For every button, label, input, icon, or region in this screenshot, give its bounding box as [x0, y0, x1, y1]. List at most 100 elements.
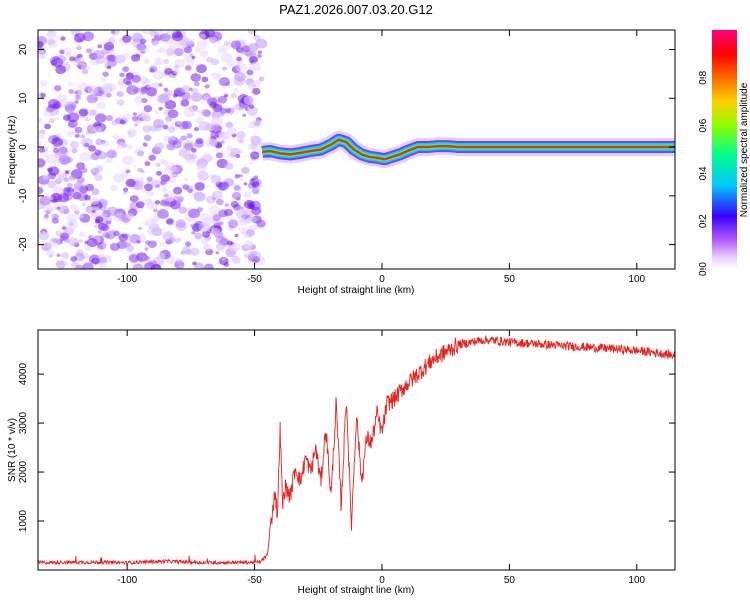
- noise-blob: [81, 202, 86, 206]
- snr-panel: -100 -50 0 50 100 1000 2000 3000 4000 Height of…: [7, 329, 676, 596]
- noise-blob: [48, 98, 60, 109]
- noise-blob: [72, 191, 82, 200]
- noise-blob: [63, 208, 70, 215]
- noise-blob: [79, 151, 91, 162]
- noise-blob: [88, 145, 96, 152]
- noise-blob: [226, 240, 233, 246]
- noise-blob: [67, 237, 79, 247]
- noise-blob: [80, 134, 86, 139]
- noise-blob: [159, 33, 171, 42]
- noise-blob: [94, 174, 103, 181]
- noise-blob: [223, 93, 229, 98]
- noise-blob: [159, 241, 166, 247]
- noise-blob: [180, 135, 187, 141]
- noise-blob: [230, 93, 238, 99]
- noise-blob: [216, 198, 224, 206]
- noise-blob: [181, 250, 187, 255]
- noise-blob: [236, 209, 247, 219]
- noise-blob: [243, 240, 254, 249]
- noise-blob: [102, 71, 109, 77]
- noise-blob: [196, 170, 209, 181]
- noise-blob: [170, 135, 177, 141]
- noise-blob: [74, 95, 81, 101]
- noise-blob: [158, 83, 163, 87]
- noise-blob: [49, 207, 55, 213]
- noise-blob: [171, 171, 179, 178]
- noise-blob: [209, 205, 220, 215]
- noise-blob: [78, 238, 84, 243]
- spectrogram-x-ticks: -100 -50 0 50 100: [117, 30, 646, 285]
- noise-blob: [165, 218, 174, 225]
- noise-blob: [79, 108, 89, 117]
- noise-blob: [149, 65, 158, 73]
- noise-blob: [136, 252, 141, 256]
- noise-blob: [102, 213, 108, 218]
- noise-blob: [164, 100, 177, 110]
- noise-blob: [231, 191, 242, 200]
- noise-blob: [84, 194, 91, 201]
- noise-blob: [51, 217, 59, 224]
- noise-blob: [192, 261, 197, 266]
- noise-blob: [47, 167, 53, 173]
- noise-blob: [183, 46, 192, 54]
- signal-line: [262, 138, 675, 161]
- noise-blob: [165, 176, 170, 180]
- noise-blob: [166, 143, 176, 151]
- noise-blob: [167, 109, 179, 119]
- noise-blob: [181, 120, 193, 130]
- noise-blob: [150, 263, 162, 269]
- noise-blob: [122, 155, 135, 166]
- noise-blob: [58, 146, 68, 155]
- noise-blob: [199, 33, 206, 40]
- noise-blob: [122, 77, 131, 85]
- noise-blob: [100, 77, 107, 82]
- noise-blob: [89, 197, 100, 206]
- noise-blob: [250, 178, 255, 182]
- noise-blob: [142, 125, 152, 133]
- noise-blob: [143, 104, 153, 113]
- noise-blob: [157, 252, 166, 260]
- noise-blob: [137, 167, 143, 173]
- noise-blob: [187, 38, 195, 45]
- noise-blob: [145, 218, 157, 228]
- noise-blob: [239, 177, 244, 182]
- noise-blob: [79, 231, 86, 237]
- noise-blob: [38, 117, 43, 123]
- noise-blob: [201, 230, 211, 238]
- noise-blob: [159, 200, 167, 206]
- noise-blob: [202, 243, 212, 251]
- noise-blob: [53, 85, 62, 92]
- noise-blob: [205, 56, 214, 63]
- noise-blob: [191, 87, 199, 94]
- noise-blob: [249, 151, 260, 160]
- noise-blob: [101, 232, 109, 238]
- noise-blob: [110, 184, 118, 192]
- noise-blob: [235, 62, 247, 72]
- noise-blob: [45, 216, 50, 221]
- noise-blob: [87, 85, 99, 95]
- noise-blob: [151, 179, 162, 188]
- noise-blob: [174, 48, 184, 57]
- noise-blob: [113, 230, 120, 237]
- noise-blob: [193, 106, 199, 111]
- noise-blob: [38, 48, 47, 59]
- noise-blob: [221, 132, 231, 141]
- noise-blob: [42, 231, 47, 236]
- noise-blob: [246, 69, 254, 76]
- noise-blob: [208, 36, 218, 44]
- noise-blob: [191, 147, 197, 153]
- noise-blob: [200, 108, 211, 117]
- noise-blob: [235, 136, 245, 144]
- noise-blob: [143, 78, 152, 85]
- noise-blob: [174, 64, 180, 70]
- x-tick-label: 50: [504, 274, 516, 285]
- noise-blob: [189, 223, 195, 228]
- noise-blob: [185, 242, 192, 248]
- noise-blob: [131, 32, 144, 43]
- noise-blob: [144, 161, 151, 167]
- noise-blob: [123, 191, 127, 195]
- noise-blob: [173, 195, 178, 199]
- noise-blob: [158, 106, 163, 111]
- noise-blob: [68, 174, 76, 181]
